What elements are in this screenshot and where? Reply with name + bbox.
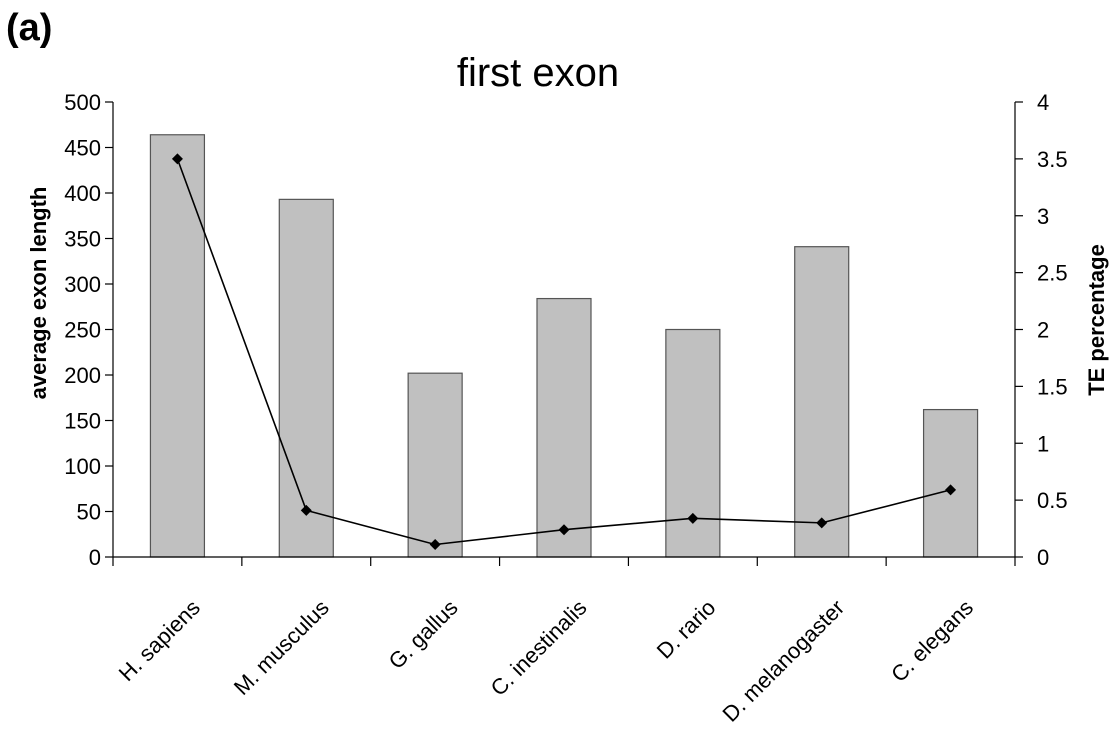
line-point-5 [816,517,828,529]
category-label-3: C. inestinalis [486,595,592,701]
bar-1 [278,198,334,558]
left-axis-title: average exon length [26,187,51,400]
left-tick-label-0: 0 [89,545,101,570]
line-point-6 [945,484,957,496]
bar-6 [922,408,979,558]
right-tick-label-0: 0 [1037,545,1049,570]
right-tick-label-4: 2 [1037,318,1049,343]
left-tick-label-1: 50 [77,500,101,525]
right-tick-label-2: 1 [1037,431,1049,456]
left-tick-label-7: 350 [64,227,101,252]
right-tick-label-7: 3.5 [1037,147,1068,172]
right-axis-title: TE percentage [1084,244,1109,396]
right-axis-ticks: 0 0.5 1 1.5 2 2.5 3 3.5 4 [1015,90,1068,570]
panel-label: (a) [6,7,52,49]
left-tick-label-2: 100 [64,454,101,479]
left-tick-label-9: 450 [64,136,101,161]
right-tick-label-6: 3 [1037,204,1049,229]
left-tick-label-3: 150 [64,409,101,434]
left-axis-ticks: 0 50 100 150 200 250 300 350 400 450 500 [64,90,113,570]
left-tick-label-10: 500 [64,90,101,115]
line-point-2 [429,538,441,550]
left-tick-label-6: 300 [64,272,101,297]
category-label-1: M. musculus [229,595,334,700]
category-label-4: D. rario [652,595,721,664]
line-point-4 [687,512,699,524]
bar-5 [794,246,850,558]
line-point-0 [171,153,183,165]
right-tick-label-1: 0.5 [1037,488,1068,513]
bar-series [149,134,979,558]
left-tick-label-4: 200 [64,363,101,388]
category-label-5: D. melanogaster [717,595,849,727]
left-tick-label-8: 400 [64,181,101,206]
x-axis-ticks [112,557,1016,566]
category-label-6: C. elegans [886,595,978,687]
bar-2 [407,372,463,558]
line-point-1 [300,504,312,516]
right-tick-label-3: 1.5 [1037,374,1068,399]
category-label-2: G. gallus [384,595,463,674]
left-tick-label-5: 250 [64,318,101,343]
category-labels: H. sapiens M. musculus G. gallus C. inestin… [114,595,978,727]
right-tick-label-8: 4 [1037,90,1049,115]
line-point-3 [558,524,570,536]
right-tick-label-5: 2.5 [1037,261,1068,286]
category-label-0: H. sapiens [114,595,205,686]
bar-0 [149,134,206,558]
line-series [171,153,957,550]
chart-title: first exon [457,51,619,95]
bar-3 [536,297,592,558]
